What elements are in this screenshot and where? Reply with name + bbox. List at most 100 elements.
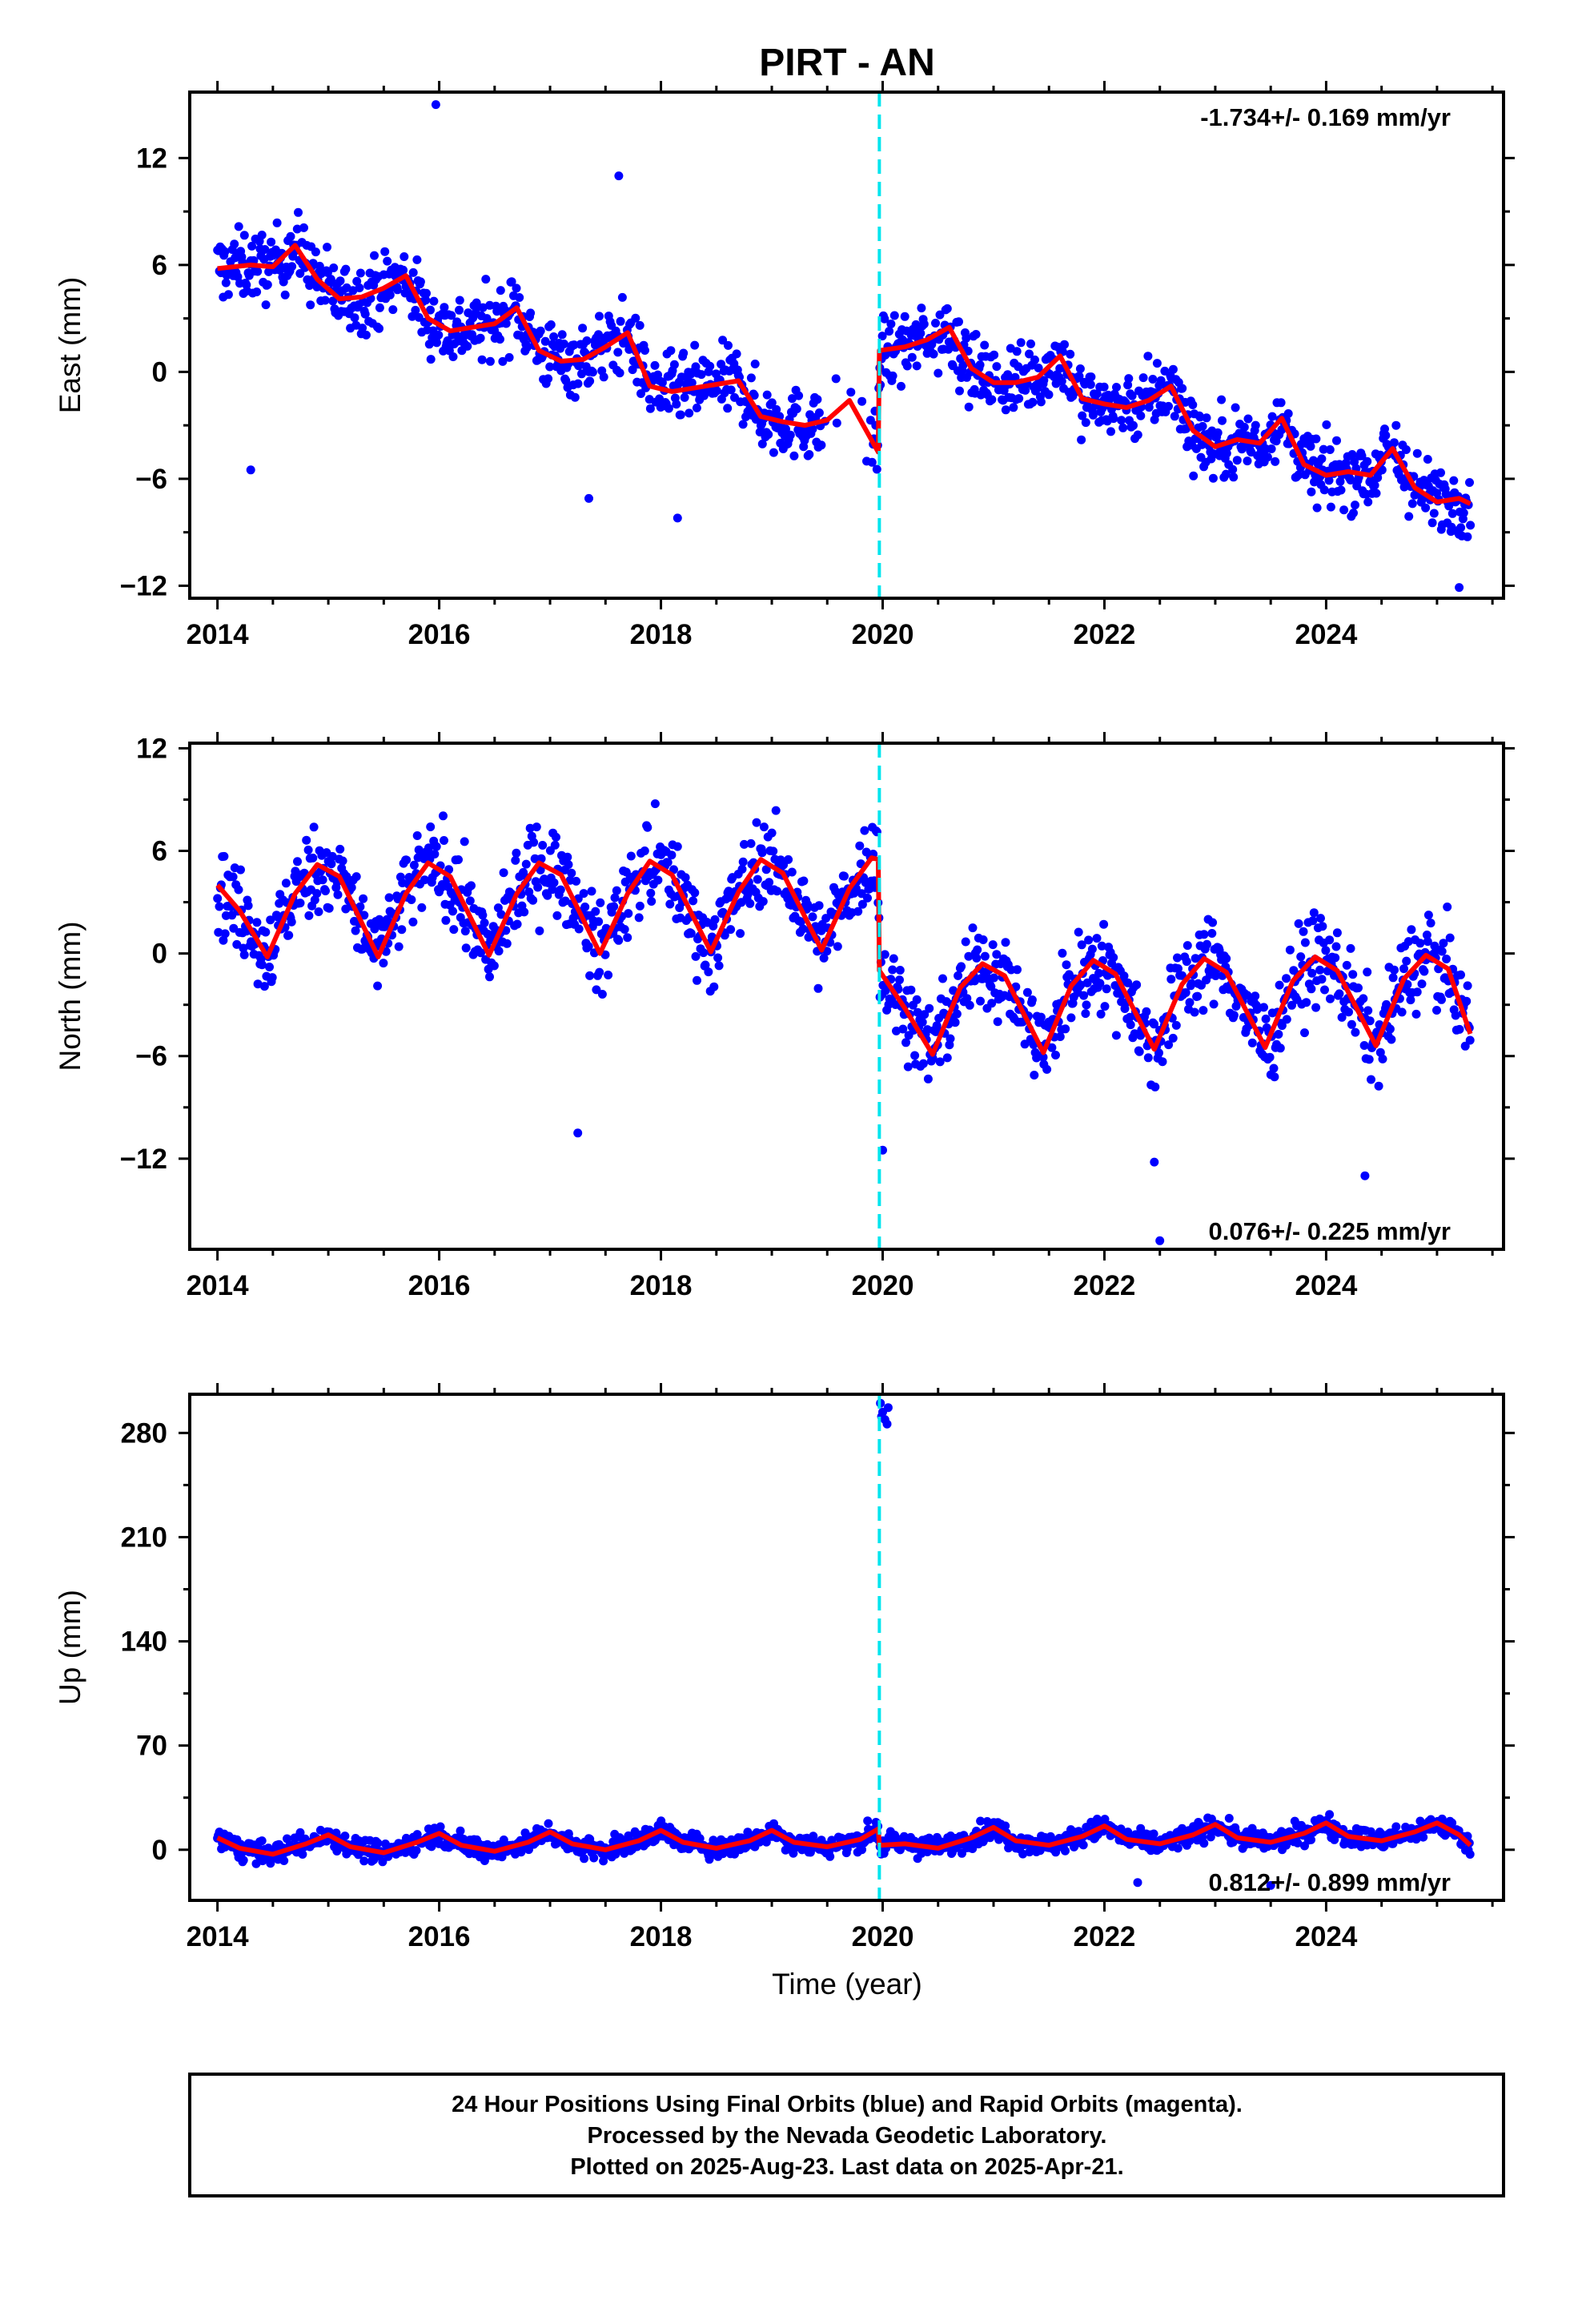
data-point: [378, 1857, 387, 1867]
data-point: [1463, 532, 1472, 541]
data-point: [591, 907, 600, 916]
data-point: [710, 915, 720, 924]
data-point: [1010, 372, 1020, 382]
data-point: [920, 1010, 930, 1019]
data-point: [214, 927, 223, 937]
data-point: [1134, 1047, 1144, 1056]
data-point: [1061, 1024, 1070, 1034]
data-point: [1389, 438, 1399, 448]
data-point: [1363, 967, 1372, 977]
data-point: [846, 388, 856, 397]
data-point: [1382, 999, 1391, 1009]
data-point: [536, 326, 545, 336]
y-tick-label: 0: [152, 1835, 167, 1866]
data-point: [323, 243, 331, 252]
data-point: [351, 926, 360, 935]
data-point: [347, 883, 356, 892]
data-point: [899, 1831, 909, 1841]
data-point: [359, 911, 369, 920]
data-point: [359, 1856, 369, 1866]
data-point: [962, 994, 972, 1003]
data-point: [616, 316, 625, 326]
data-point: [257, 960, 267, 970]
data-point: [1285, 945, 1295, 955]
data-point: [761, 865, 771, 875]
data-point: [266, 915, 275, 925]
data-point: [335, 844, 345, 854]
data-point: [1282, 974, 1291, 983]
data-point: [885, 327, 894, 336]
x-tick-label: 2020: [852, 619, 914, 650]
data-point: [831, 374, 841, 384]
data-point: [961, 937, 970, 947]
data-point: [1203, 939, 1211, 949]
data-point: [888, 965, 897, 975]
data-point: [1170, 412, 1179, 421]
data-point: [689, 896, 698, 906]
data-point: [228, 872, 238, 882]
data-point: [1277, 1021, 1287, 1031]
data-point: [232, 939, 242, 949]
data-point: [928, 1054, 938, 1063]
data-point: [646, 888, 656, 898]
data-point: [1319, 485, 1329, 495]
data-point: [784, 854, 793, 864]
data-point: [1232, 456, 1242, 465]
data-point: [679, 348, 689, 358]
data-point: [1221, 469, 1231, 479]
footer-line-2: Processed by the Nevada Geodetic Laborat…: [588, 2123, 1107, 2149]
data-point: [1289, 966, 1299, 975]
data-point: [434, 330, 444, 340]
data-point: [1117, 416, 1126, 425]
data-point: [880, 950, 889, 959]
data-point: [1379, 1841, 1389, 1851]
data-point: [544, 1819, 553, 1828]
data-point: [561, 376, 571, 385]
data-point: [335, 276, 345, 286]
data-point: [628, 365, 637, 375]
data-point: [467, 881, 476, 891]
data-point: [1427, 518, 1437, 528]
data-point: [1270, 1072, 1279, 1082]
data-point: [1112, 383, 1121, 392]
data-point: [1449, 476, 1459, 485]
y-axis-label: North (mm): [54, 921, 86, 1071]
y-axis-label: East (mm): [54, 277, 86, 414]
data-point: [1465, 1850, 1475, 1859]
data-point-outlier: [584, 493, 593, 503]
data-point: [881, 986, 890, 995]
data-point: [853, 907, 863, 916]
data-point: [1198, 421, 1207, 431]
data-point: [1106, 427, 1115, 436]
data-point: [1276, 398, 1286, 408]
data-point: [408, 267, 418, 277]
data-point: [1354, 983, 1363, 993]
data-point: [1377, 465, 1387, 475]
data-point: [306, 300, 315, 310]
data-point: [1199, 930, 1209, 939]
data-point: [757, 439, 767, 448]
data-point: [526, 308, 536, 318]
data-point: [665, 899, 675, 909]
data-point: [680, 392, 689, 402]
data-point: [1267, 412, 1277, 421]
data-point: [604, 971, 613, 979]
data-point: [931, 319, 940, 328]
data-point: [1442, 955, 1452, 963]
data-point: [650, 360, 660, 370]
data-point: [1066, 349, 1075, 359]
data-point: [1363, 497, 1373, 507]
data-point: [375, 303, 384, 312]
plot-frame: [188, 742, 1505, 1251]
data-point: [631, 313, 640, 323]
data-point: [620, 925, 629, 934]
data-point: [910, 1051, 920, 1060]
data-point: [455, 305, 464, 315]
data-point: [1294, 470, 1303, 480]
data-point: [958, 360, 968, 370]
data-point: [485, 356, 495, 366]
data-point: [314, 907, 323, 916]
data-point: [955, 386, 964, 396]
data-point-outlier: [883, 1403, 893, 1413]
data-point: [962, 333, 971, 343]
